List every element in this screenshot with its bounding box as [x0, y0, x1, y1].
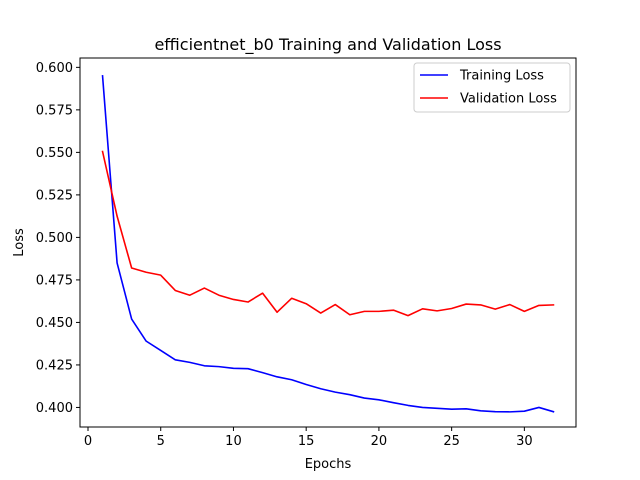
axes-frame [79, 57, 577, 428]
x-axis: 0 5 10 15 20 25 30 [84, 427, 533, 449]
y-tick-label: 0.450 [36, 316, 73, 331]
y-tick-label: 0.575 [36, 103, 73, 118]
plot-area [79, 57, 577, 428]
x-tick-label: 25 [443, 434, 460, 449]
y-tick-label: 0.400 [36, 401, 73, 416]
x-tick-label: 10 [225, 434, 242, 449]
legend-label: Training Loss [459, 69, 544, 84]
series-layer [101, 74, 555, 413]
legend: Training Loss Validation Loss [413, 62, 571, 113]
series-line-validation-loss [101, 150, 555, 317]
legend-frame [413, 62, 571, 113]
y-tick-label: 0.475 [36, 273, 73, 288]
y-tick-label: 0.500 [36, 231, 73, 246]
y-axis: 0.400 0.425 0.450 0.475 0.500 0.525 0.550 0.575… [36, 61, 80, 416]
y-tick-label: 0.525 [36, 188, 73, 203]
y-tick-label: 0.600 [36, 61, 73, 76]
x-tick-label: 20 [371, 434, 388, 449]
x-axis-title: Epochs [305, 457, 352, 472]
x-tick-label: 5 [157, 434, 165, 449]
y-tick-label: 0.550 [36, 146, 73, 161]
x-tick-label: 15 [298, 434, 315, 449]
series-line-training-loss [101, 74, 555, 413]
legend-label: Validation Loss [460, 92, 557, 107]
x-tick-label: 0 [84, 434, 92, 449]
chart-title: efficientnet_b0 Training and Validation … [154, 35, 501, 55]
y-axis-title: Loss [12, 228, 27, 257]
x-tick-label: 30 [516, 434, 533, 449]
y-tick-label: 0.425 [36, 358, 73, 373]
